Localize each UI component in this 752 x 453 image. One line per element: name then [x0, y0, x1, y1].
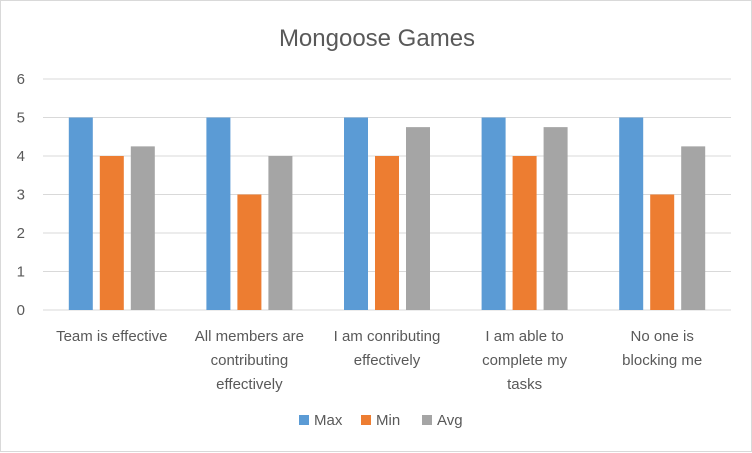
bar-max [619, 117, 644, 310]
y-tick-label: 1 [17, 264, 25, 281]
x-tick-label: All members are [195, 328, 304, 345]
bar-min [375, 156, 399, 310]
bar-min [650, 194, 675, 310]
bar-min [237, 194, 262, 310]
legend-label: Avg [437, 412, 463, 429]
legend-label: Min [376, 412, 400, 429]
bar-min [512, 156, 537, 310]
bar-avg [268, 156, 293, 310]
y-tick-label: 6 [17, 71, 25, 88]
legend-swatch [422, 415, 432, 425]
y-tick-label: 0 [17, 302, 25, 319]
y-tick-label: 3 [17, 187, 25, 204]
legend-swatch [361, 415, 371, 425]
x-tick-label: complete my [482, 352, 568, 369]
x-tick-label: No one is [631, 328, 694, 345]
x-axis-ticks: Team is effective All members are contribu… [56, 328, 702, 393]
legend: Max Min Avg [299, 412, 463, 429]
y-axis-ticks: 0 1 2 3 4 5 6 [17, 71, 25, 319]
bar-avg [543, 127, 568, 310]
bar-max [206, 117, 231, 310]
x-tick-label: contributing [211, 352, 289, 369]
y-tick-label: 5 [17, 110, 25, 127]
x-tick-label: Team is effective [56, 328, 167, 345]
bar-avg [130, 146, 155, 310]
bar-max [344, 117, 368, 310]
x-tick-label: effectively [216, 376, 283, 393]
x-tick-label: blocking me [622, 352, 702, 369]
x-tick-label: I am conributing [334, 328, 441, 345]
y-tick-label: 4 [17, 148, 25, 165]
bar-avg [406, 127, 430, 310]
x-tick-label: I am able to [485, 328, 563, 345]
y-tick-label: 2 [17, 225, 25, 242]
bar-max [481, 117, 506, 310]
legend-swatch [299, 415, 309, 425]
bar-min [99, 156, 124, 310]
legend-label: Max [314, 412, 343, 429]
bar-avg [681, 146, 706, 310]
bar-max [68, 117, 93, 310]
x-tick-label: effectively [354, 352, 421, 369]
chart-title: Mongoose Games [279, 25, 475, 52]
x-tick-label: tasks [507, 376, 542, 393]
bars [68, 117, 706, 310]
